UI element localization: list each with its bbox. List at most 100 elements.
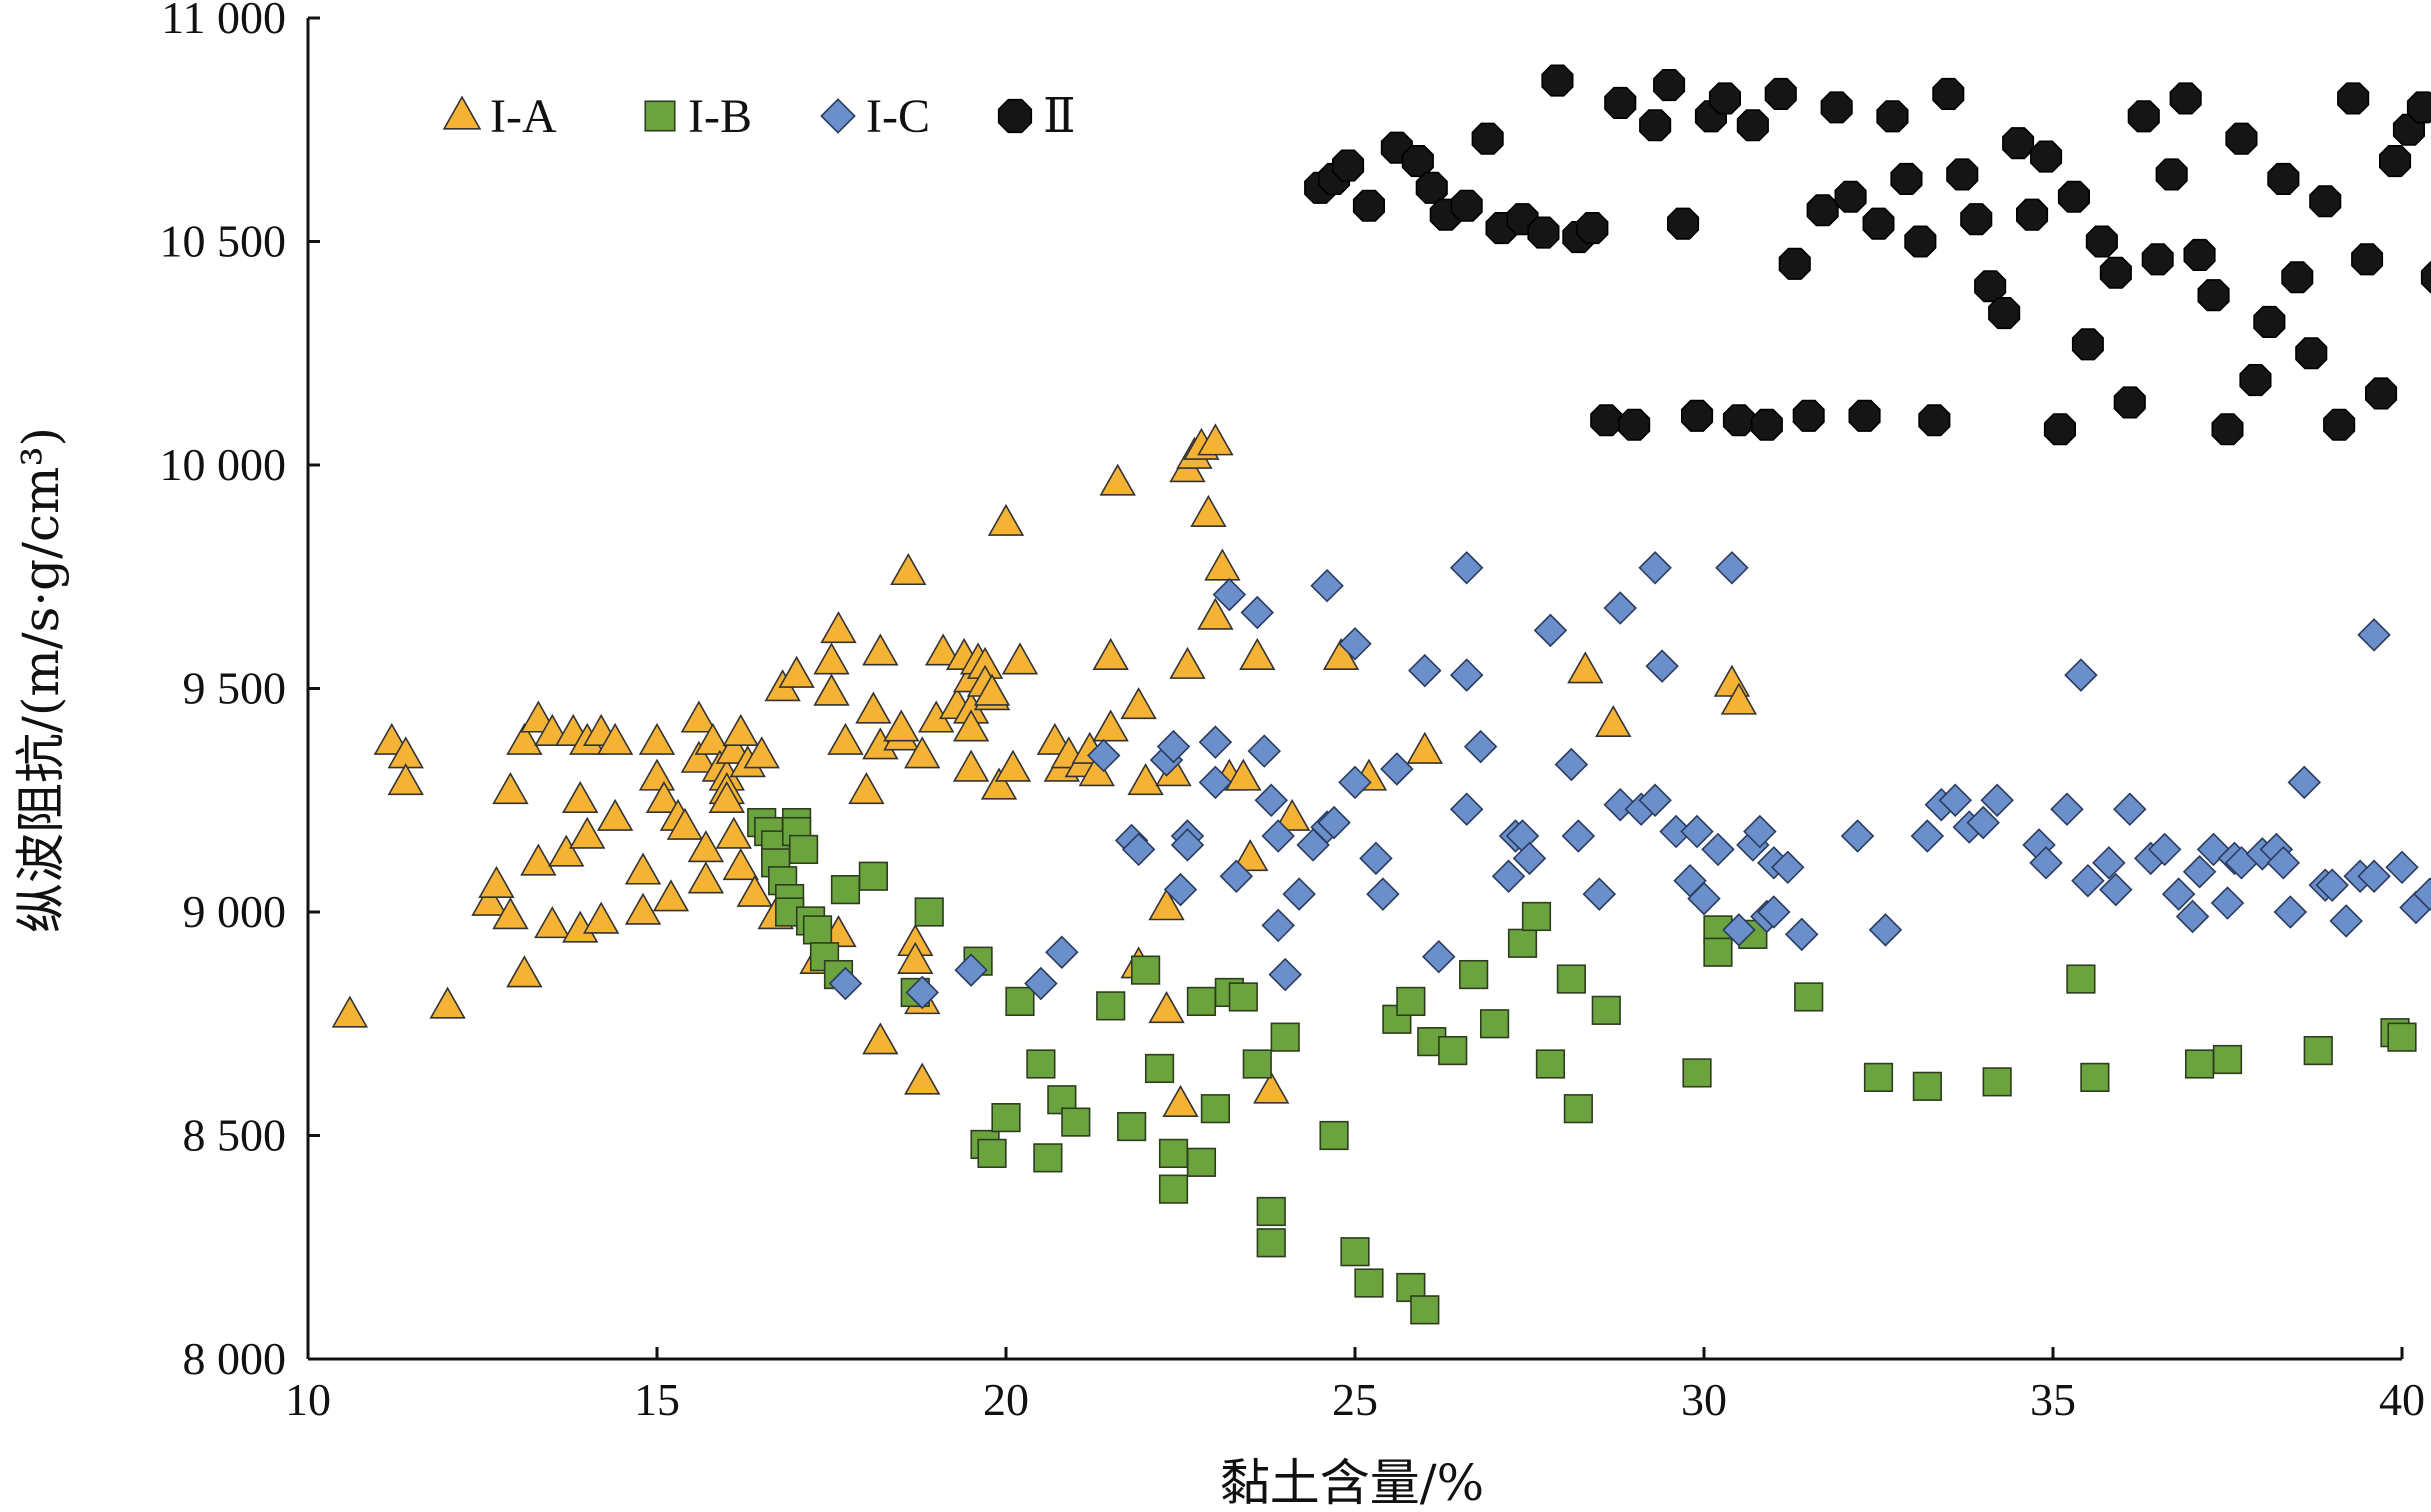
data-point-diamond xyxy=(2099,872,2133,907)
data-point-diamond xyxy=(2050,792,2084,826)
data-point-diamond xyxy=(1045,935,1079,969)
data-point-triangle xyxy=(813,642,850,675)
data-point-octagon xyxy=(2169,82,2202,115)
data-point-diamond xyxy=(1743,814,1777,849)
data-point-octagon xyxy=(1653,69,1686,102)
data-point-square xyxy=(1319,1120,1349,1151)
data-point-diamond xyxy=(1463,729,1498,764)
legend-label: I-C xyxy=(866,90,930,143)
data-point-triangle xyxy=(596,798,634,831)
data-point-triangle xyxy=(827,722,864,755)
data-point-diamond xyxy=(1966,805,2000,840)
data-point-octagon xyxy=(2197,279,2230,312)
data-point-octagon xyxy=(1618,408,1651,441)
data-point-diamond xyxy=(2182,855,2217,889)
data-point-diamond xyxy=(2287,765,2322,800)
data-point-triangle xyxy=(952,709,990,742)
data-point-triangle xyxy=(596,722,634,755)
data-point-square xyxy=(1186,986,1217,1016)
data-point-square xyxy=(1340,1237,1370,1267)
data-point-diamond xyxy=(1170,828,1205,862)
data-point-octagon xyxy=(2225,122,2258,155)
data-point-octagon xyxy=(1974,270,2007,303)
data-point-triangle xyxy=(1567,651,1604,684)
data-point-triangle xyxy=(1001,642,1039,675)
y-tick-label: 9 000 xyxy=(183,886,287,937)
data-point-square xyxy=(1096,991,1126,1021)
data-point-triangle xyxy=(1099,463,1136,496)
x-tick-label: 25 xyxy=(1332,1374,1378,1425)
data-point-diamond xyxy=(1771,850,1805,885)
data-point-octagon xyxy=(1527,216,1560,249)
data-point-square xyxy=(1270,1022,1300,1052)
data-point-square xyxy=(1556,964,1586,994)
data-point-octagon xyxy=(1604,86,1637,119)
data-point-square xyxy=(1591,995,1621,1025)
data-point-triangle xyxy=(925,633,962,666)
data-point-diamond xyxy=(2029,846,2063,880)
data-point-triangle xyxy=(1197,423,1234,456)
data-point-triangle xyxy=(687,830,725,863)
data-point-square xyxy=(1186,1147,1217,1177)
data-point-diamond xyxy=(1491,859,1526,893)
data-point-square xyxy=(2184,1049,2215,1079)
data-point-triangle xyxy=(331,995,369,1028)
data-point-diamond xyxy=(1380,752,1414,786)
data-point-diamond xyxy=(905,975,939,1010)
data-point-diamond xyxy=(1645,649,1679,683)
data-point-triangle xyxy=(506,955,543,988)
data-point-triangle xyxy=(680,700,718,733)
data-point-octagon xyxy=(2365,377,2398,410)
data-point-triangle xyxy=(506,722,543,755)
data-point-octagon xyxy=(1332,149,1365,182)
data-point-square xyxy=(1563,1094,1593,1124)
data-point-diamond xyxy=(1449,551,1484,585)
data-point-octagon xyxy=(1667,207,1700,240)
data-point-square xyxy=(977,1138,1007,1168)
data-point-triangle xyxy=(973,673,1011,706)
data-point-diamond xyxy=(1784,917,1819,952)
data-point-triangle xyxy=(652,879,690,912)
x-tick-label: 10 xyxy=(285,1374,331,1425)
data-point-triangle xyxy=(624,852,662,885)
data-point-octagon xyxy=(1450,189,1483,222)
data-point-square xyxy=(1410,1295,1440,1325)
data-point-square xyxy=(1535,1049,1566,1079)
data-point-diamond xyxy=(2161,877,2196,911)
y-tick-label: 8 000 xyxy=(183,1333,287,1384)
data-point-octagon xyxy=(2099,256,2132,289)
data-point-square xyxy=(1521,901,1552,932)
data-point-triangle xyxy=(1232,839,1269,872)
data-point-triangle xyxy=(534,906,571,939)
legend: I-A I-B I-C Ⅱ xyxy=(442,90,1076,143)
data-point-octagon xyxy=(2030,140,2063,173)
data-point-octagon xyxy=(1862,207,1895,240)
data-point-diamond xyxy=(1582,877,1617,911)
data-point-square xyxy=(1228,982,1258,1012)
data-point-diamond xyxy=(2092,846,2126,880)
data-point-triangle xyxy=(1148,991,1185,1024)
data-point-diamond xyxy=(1121,832,1156,867)
data-point-square xyxy=(2080,1062,2110,1092)
data-point-triangle xyxy=(1595,704,1632,738)
data-point-square xyxy=(1354,1268,1384,1298)
data-point-triangle xyxy=(387,763,424,796)
data-point-octagon xyxy=(1415,171,1448,204)
data-point-octagon xyxy=(2127,100,2160,133)
data-point-diamond xyxy=(1282,877,1316,911)
data-point-diamond xyxy=(1638,783,1672,817)
data-point-square xyxy=(858,861,888,891)
data-point-octagon xyxy=(2043,413,2076,446)
data-point-diamond xyxy=(2357,859,2391,893)
data-point-triangle xyxy=(687,861,725,894)
data-point-triangle xyxy=(708,780,745,814)
data-point-square xyxy=(1480,1009,1510,1039)
data-point-diamond xyxy=(1156,729,1191,764)
data-point-octagon xyxy=(2085,225,2118,258)
data-point-diamond xyxy=(1638,551,1672,585)
legend-label: Ⅱ xyxy=(1043,90,1076,143)
data-point-octagon xyxy=(1471,122,1504,155)
data-point-diamond xyxy=(828,966,863,1001)
data-point-triangle xyxy=(897,941,934,974)
